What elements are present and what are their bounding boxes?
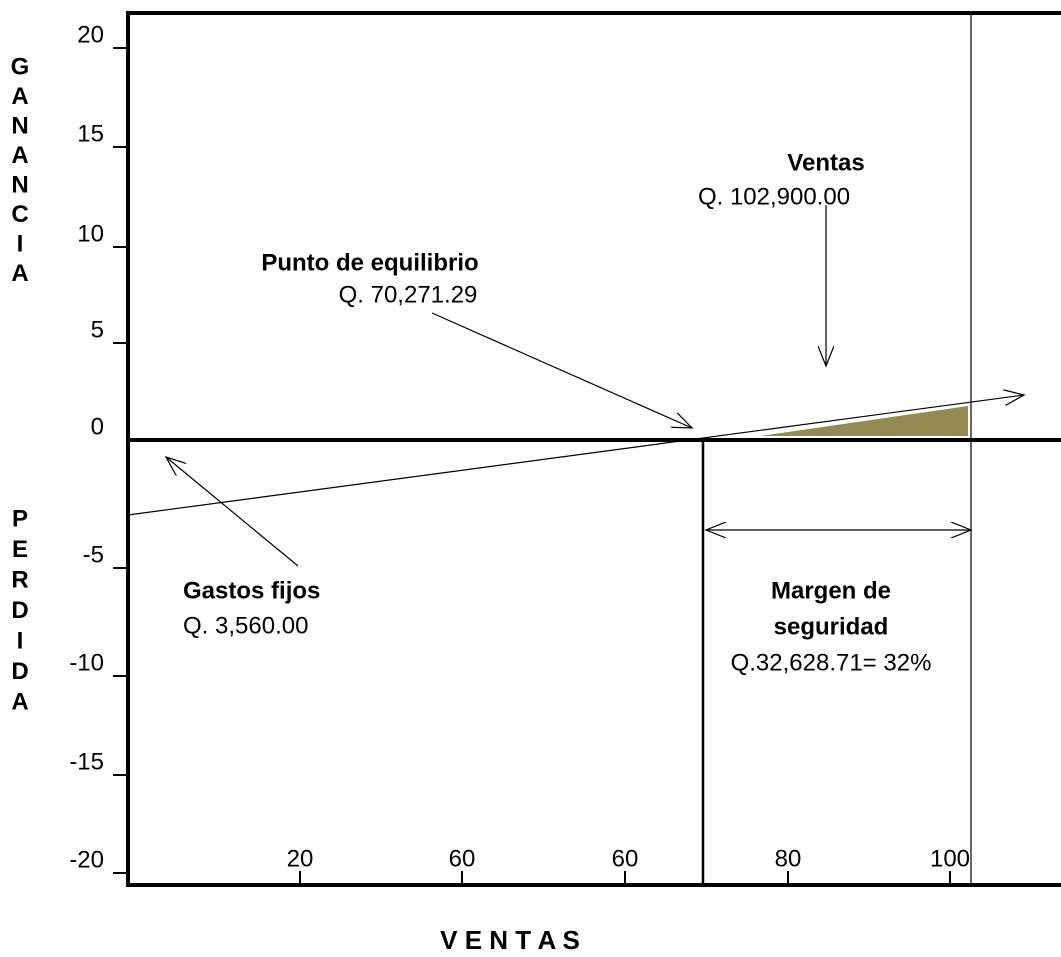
sales-value: Q. 102,900.00 [698,183,850,210]
y-tick-label: -5 [83,541,104,568]
y-label-letter: N [11,171,28,198]
y-label-letter: R [11,566,28,593]
y-tick-label: -15 [69,748,104,775]
cost-line [127,395,1024,516]
y-label-letter: C [11,201,28,228]
y-tick-label: 0 [91,413,104,440]
y-label-letter: N [11,112,28,139]
y-label-letter: A [11,83,28,110]
break-even-title: Punto de equilibrio [261,249,478,276]
break-even-value: Q. 70,271.29 [339,281,478,308]
y-label-letter: G [11,53,30,80]
break-even-arrow [431,312,692,428]
x-tick-label: 60 [612,845,639,872]
y-tick-label: 20 [77,21,104,48]
x-tick-label: 60 [449,845,476,872]
frame [126,11,1061,887]
y-tick-label: -10 [69,649,104,676]
sales-title: Ventas [787,149,864,176]
margin-value: Q.32,628.71= 32% [731,649,932,676]
y-label-letter: I [17,627,24,654]
y-label-letter: D [11,597,28,624]
y-label-letter: E [12,536,28,563]
margin-title: seguridad [774,613,889,640]
y-tick-label: 10 [77,220,104,247]
y-tick-label: 5 [91,316,104,343]
y-label-letter: A [11,142,28,169]
x-tick-label: 20 [287,845,314,872]
y-label-letter: A [11,688,28,715]
y-label-letter: P [12,505,28,532]
fixed-costs-title: Gastos fijos [183,577,320,604]
y-tick-label: 15 [77,120,104,147]
y-label-letter: A [11,260,28,287]
fixed-costs-arrow [166,457,299,567]
y-tick-label: -20 [69,846,104,873]
y-label-letter: D [11,658,28,685]
y-label-letter: I [17,230,24,257]
profit-area [760,406,968,436]
fixed-costs-value: Q. 3,560.00 [183,612,308,639]
margin-title: Margen de [771,577,891,604]
x-tick-label: 80 [775,845,802,872]
x-tick-label: 100 [930,845,970,872]
x-axis-label: V E N T A S [440,925,580,955]
